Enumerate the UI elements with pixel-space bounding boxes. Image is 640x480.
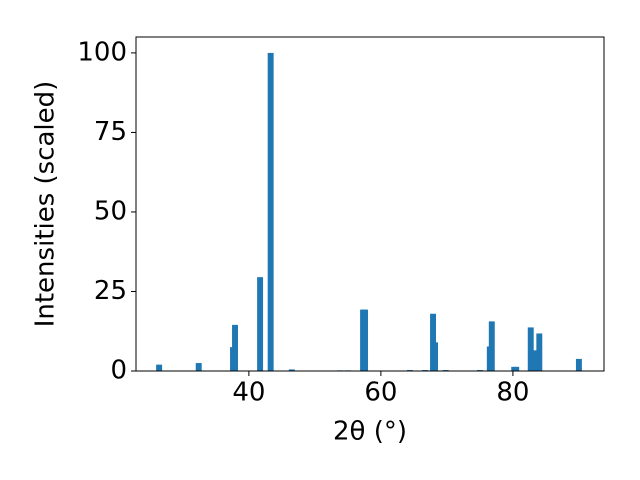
y-axis-label: Intensities (scaled) [31,81,61,328]
x-tick-label: 40 [232,378,265,408]
x-axis-label: 2θ (°) [333,417,407,447]
x-tick-label: 60 [364,378,397,408]
bar [575,358,582,371]
bar [232,324,238,371]
bar [536,333,543,371]
bar [488,321,495,371]
y-tick-label: 75 [94,117,127,147]
bar [267,52,274,372]
plot-frame [135,36,605,372]
bar [527,327,534,371]
bar [156,364,163,371]
y-tick-label: 50 [94,196,127,226]
bar [288,369,295,371]
y-tick-label: 100 [77,37,127,67]
x-tick-label: 80 [496,378,529,408]
bar [195,363,202,371]
y-tick-label: 25 [94,276,127,306]
y-tick-label: 0 [110,356,127,386]
bar [432,342,438,371]
bar [513,366,520,371]
bar [531,350,538,371]
bar [362,309,369,371]
bar [257,277,264,371]
